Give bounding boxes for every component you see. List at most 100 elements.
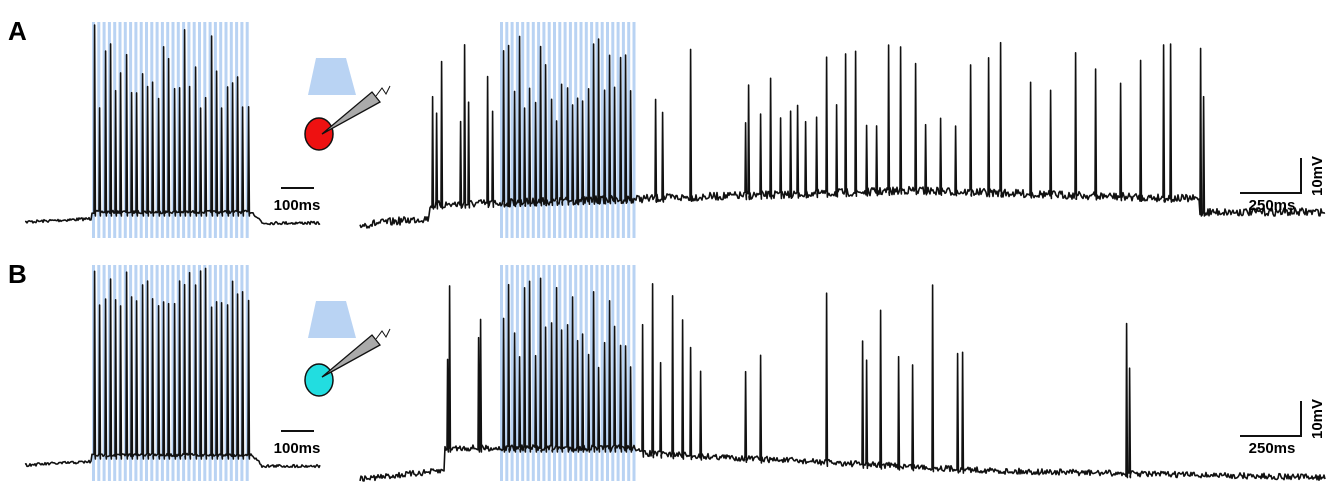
light-pulse xyxy=(553,22,556,238)
scale-bar xyxy=(1240,158,1302,194)
light-pulse xyxy=(627,22,631,238)
light-pulse xyxy=(547,265,551,481)
voltage-trace xyxy=(24,267,321,469)
cell xyxy=(304,117,334,151)
scale-bar xyxy=(1240,401,1302,437)
light-pulse xyxy=(537,22,541,238)
light-pulse xyxy=(224,265,228,481)
light-pulse xyxy=(245,22,249,238)
light-pulse xyxy=(600,265,604,481)
light-pulse xyxy=(208,22,212,238)
light-pulse xyxy=(579,265,583,481)
light-pulse xyxy=(229,265,233,481)
light-pulse xyxy=(521,22,525,238)
panel-label: A xyxy=(8,16,27,46)
light-pulse xyxy=(595,265,599,481)
light-pulse xyxy=(171,265,175,481)
light-pulse xyxy=(563,265,567,481)
light-pulse xyxy=(139,265,143,481)
scale-label: 10mV xyxy=(1309,156,1326,196)
scale-label: 100ms xyxy=(274,440,321,457)
light-pulse xyxy=(510,22,514,238)
light-pulse xyxy=(531,22,535,238)
light-pulse xyxy=(213,265,217,481)
light-pulse xyxy=(208,265,212,481)
light-pulse xyxy=(595,22,599,238)
voltage-trace xyxy=(359,277,1326,482)
scale-label: 10mV xyxy=(1309,399,1326,439)
light-pulse xyxy=(558,265,562,481)
voltage-trace xyxy=(24,24,321,226)
light-pulse xyxy=(107,265,111,481)
cell xyxy=(304,363,334,397)
light-pulse xyxy=(139,22,143,238)
light-pulse xyxy=(521,265,525,481)
light-pulse xyxy=(606,265,609,481)
light-pulse xyxy=(107,22,111,238)
light-pulse xyxy=(500,265,503,481)
light-pulse xyxy=(102,265,106,481)
light-pulse xyxy=(505,265,509,481)
light-pulse xyxy=(526,22,530,238)
scale-label: 100ms xyxy=(274,197,321,214)
panel-label: B xyxy=(8,259,27,289)
light-pulse xyxy=(123,22,127,238)
light-pulse xyxy=(553,265,556,481)
light-pulse xyxy=(500,22,503,238)
light-pulse xyxy=(526,265,530,481)
light-pulse xyxy=(563,22,567,238)
light-pulse xyxy=(611,22,615,238)
light-pulse xyxy=(171,22,175,238)
light-pulse xyxy=(621,265,625,481)
light-pulse xyxy=(160,22,164,238)
light-pulse xyxy=(145,22,148,238)
light-source xyxy=(308,58,356,95)
light-pulse xyxy=(515,22,519,238)
light-pulse xyxy=(584,22,588,238)
light-pulse xyxy=(537,265,541,481)
light-pulse xyxy=(245,265,249,481)
light-pulse xyxy=(515,265,519,481)
light-pulse xyxy=(627,265,631,481)
light-pulse xyxy=(568,22,572,238)
light-pulse xyxy=(129,22,133,238)
light-pulse xyxy=(558,22,562,238)
light-pulse xyxy=(606,22,609,238)
light-pulse xyxy=(198,22,201,238)
pipette-wire xyxy=(375,85,391,97)
light-pulse xyxy=(160,265,164,481)
light-pulse xyxy=(505,22,509,238)
scale-label: 250ms xyxy=(1249,197,1296,214)
light-pulse xyxy=(579,22,583,238)
light-source xyxy=(308,301,356,338)
pipette-wire xyxy=(375,328,391,340)
light-pulse xyxy=(574,22,578,238)
pipette xyxy=(321,334,381,378)
light-pulse xyxy=(213,22,217,238)
light-pulse xyxy=(176,265,180,481)
light-pulse xyxy=(611,265,615,481)
light-pulse xyxy=(192,265,196,481)
light-pulse xyxy=(621,22,625,238)
light-pulse xyxy=(590,265,594,481)
light-pulse xyxy=(616,22,620,238)
light-pulse xyxy=(224,22,228,238)
light-pulse xyxy=(542,22,546,238)
light-pulse xyxy=(600,22,604,238)
light-pulse xyxy=(616,265,620,481)
light-pulse xyxy=(568,265,572,481)
light-pulse xyxy=(574,265,578,481)
light-pulse xyxy=(632,22,636,238)
light-pulse xyxy=(123,265,127,481)
light-pulse xyxy=(510,265,514,481)
light-pulse xyxy=(229,22,233,238)
light-pulse xyxy=(155,22,159,238)
pipette xyxy=(321,91,381,135)
light-pulse xyxy=(192,22,196,238)
light-pulse xyxy=(176,22,180,238)
panel: A 100ms 250ms 10mV xyxy=(8,16,1326,238)
light-pulse xyxy=(590,22,594,238)
voltage-trace xyxy=(359,35,1326,229)
light-pulse xyxy=(531,265,535,481)
